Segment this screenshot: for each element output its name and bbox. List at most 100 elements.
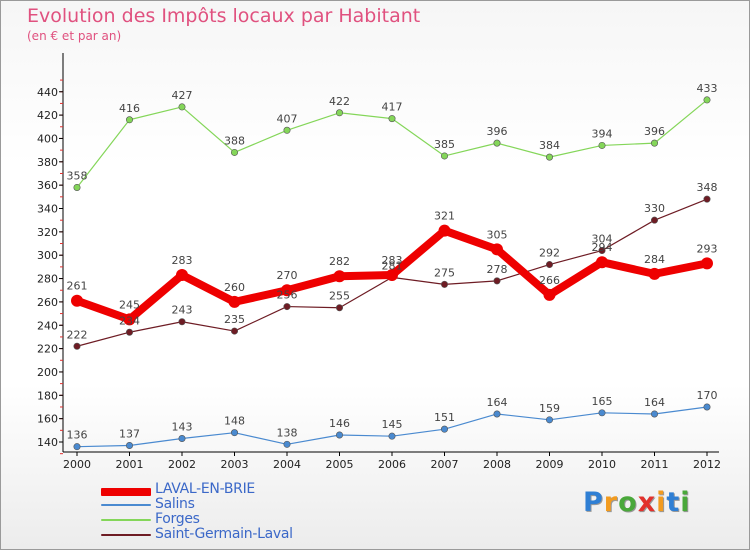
data-point-laval-en-brie xyxy=(701,257,713,270)
data-point-saint-germain-laval xyxy=(440,280,448,288)
data-point-salins xyxy=(440,425,448,433)
chart-title: Evolution des Impôts locaux par Habitant xyxy=(27,5,421,27)
data-point-laval-en-brie xyxy=(491,243,503,256)
data-point-laval-en-brie xyxy=(71,294,83,307)
data-point-laval-en-brie xyxy=(123,313,136,326)
data-point-saint-germain-laval xyxy=(178,318,186,326)
data-label-salins: 165 xyxy=(592,395,613,408)
data-label-saint-germain-laval: 278 xyxy=(487,263,508,276)
data-label-salins: 164 xyxy=(487,396,508,409)
y-tick-label: 180 xyxy=(37,389,58,402)
data-point-laval-en-brie xyxy=(333,270,346,283)
data-point-forges xyxy=(178,103,186,111)
data-label-laval-en-brie: 245 xyxy=(119,298,140,311)
y-tick-label: 320 xyxy=(37,226,58,239)
data-point-saint-germain-laval xyxy=(231,327,239,335)
data-label-salins: 170 xyxy=(697,389,718,402)
x-tick-label: 2008 xyxy=(483,458,511,471)
legend-swatch xyxy=(101,519,151,521)
data-label-saint-germain-laval: 234 xyxy=(119,314,140,327)
logo-letter: o xyxy=(618,487,638,518)
data-point-forges xyxy=(126,116,134,124)
x-tick-label: 2000 xyxy=(63,458,91,471)
y-tick-label: 340 xyxy=(37,203,58,216)
data-point-salins xyxy=(493,410,501,418)
x-tick-label: 2011 xyxy=(641,458,669,471)
y-tick-label: 420 xyxy=(37,109,58,122)
data-point-salins xyxy=(545,416,553,424)
data-label-forges: 416 xyxy=(119,102,140,115)
data-label-forges: 396 xyxy=(487,125,508,138)
data-point-salins xyxy=(598,409,606,417)
x-tick-label: 2006 xyxy=(378,458,406,471)
data-point-forges xyxy=(231,148,239,156)
data-label-salins: 137 xyxy=(119,428,140,441)
data-label-forges: 433 xyxy=(697,82,718,95)
data-point-saint-germain-laval xyxy=(493,277,501,285)
logo-letter: P xyxy=(583,487,604,518)
data-point-salins xyxy=(126,442,134,450)
data-label-laval-en-brie: 270 xyxy=(277,269,298,282)
data-point-laval-en-brie xyxy=(281,284,293,297)
y-tick-label: 380 xyxy=(37,156,58,169)
data-label-forges: 394 xyxy=(592,127,613,140)
data-label-saint-germain-laval: 255 xyxy=(329,290,350,303)
x-tick-label: 2005 xyxy=(326,458,354,471)
x-tick-label: 2012 xyxy=(693,458,721,471)
legend-swatch xyxy=(101,504,151,506)
data-point-salins xyxy=(283,440,291,448)
data-point-saint-germain-laval xyxy=(126,328,134,336)
data-point-saint-germain-laval xyxy=(335,304,343,312)
data-point-forges xyxy=(598,141,606,149)
data-point-forges xyxy=(703,96,711,104)
data-point-salins xyxy=(178,434,186,442)
data-point-salins xyxy=(335,431,343,439)
logo-letter: x xyxy=(637,487,657,518)
data-point-salins xyxy=(231,429,239,437)
y-tick-label: 300 xyxy=(37,249,58,262)
data-point-forges xyxy=(545,153,553,161)
y-tick-label: 160 xyxy=(37,413,58,426)
legend-swatch xyxy=(101,488,151,496)
data-label-salins: 138 xyxy=(277,426,298,439)
logo-letter: i xyxy=(680,487,691,518)
logo-letter: t xyxy=(666,487,681,518)
data-point-forges xyxy=(650,139,658,147)
data-label-laval-en-brie: 305 xyxy=(487,228,508,241)
data-label-saint-germain-laval: 330 xyxy=(644,202,665,215)
data-label-salins: 159 xyxy=(539,402,560,415)
data-label-saint-germain-laval: 292 xyxy=(539,247,560,260)
data-label-forges: 388 xyxy=(224,134,245,147)
data-label-forges: 422 xyxy=(329,95,350,108)
data-point-salins xyxy=(388,432,396,440)
data-label-saint-germain-laval: 256 xyxy=(277,289,298,302)
data-label-forges: 396 xyxy=(644,125,665,138)
y-tick-label: 280 xyxy=(37,273,58,286)
x-tick-label: 2001 xyxy=(116,458,144,471)
data-point-forges xyxy=(440,152,448,160)
data-point-salins xyxy=(73,443,81,451)
data-label-forges: 358 xyxy=(67,169,88,182)
data-label-saint-germain-laval: 275 xyxy=(434,266,455,279)
data-label-laval-en-brie: 284 xyxy=(644,253,665,266)
data-point-forges xyxy=(388,115,396,123)
data-point-forges xyxy=(73,183,81,191)
data-label-saint-germain-laval: 235 xyxy=(224,313,245,326)
y-tick-label: 140 xyxy=(37,436,58,449)
y-tick-label: 260 xyxy=(37,296,58,309)
data-label-salins: 143 xyxy=(172,420,193,433)
data-point-saint-germain-laval xyxy=(545,261,553,269)
x-tick-label: 2009 xyxy=(536,458,564,471)
data-label-forges: 427 xyxy=(172,89,193,102)
y-tick-label: 200 xyxy=(37,366,58,379)
data-point-laval-en-brie xyxy=(176,269,188,282)
x-tick-label: 2004 xyxy=(273,458,301,471)
data-point-laval-en-brie xyxy=(543,288,556,301)
proxiti-logo: Proxiti xyxy=(583,487,691,518)
chart-subtitle: (en € et par an) xyxy=(27,29,122,43)
data-point-saint-germain-laval xyxy=(73,342,81,350)
data-label-forges: 407 xyxy=(277,112,298,125)
data-label-salins: 136 xyxy=(67,429,88,442)
x-tick-label: 2007 xyxy=(431,458,459,471)
legend-label: LAVAL-EN-BRIE xyxy=(155,481,255,497)
